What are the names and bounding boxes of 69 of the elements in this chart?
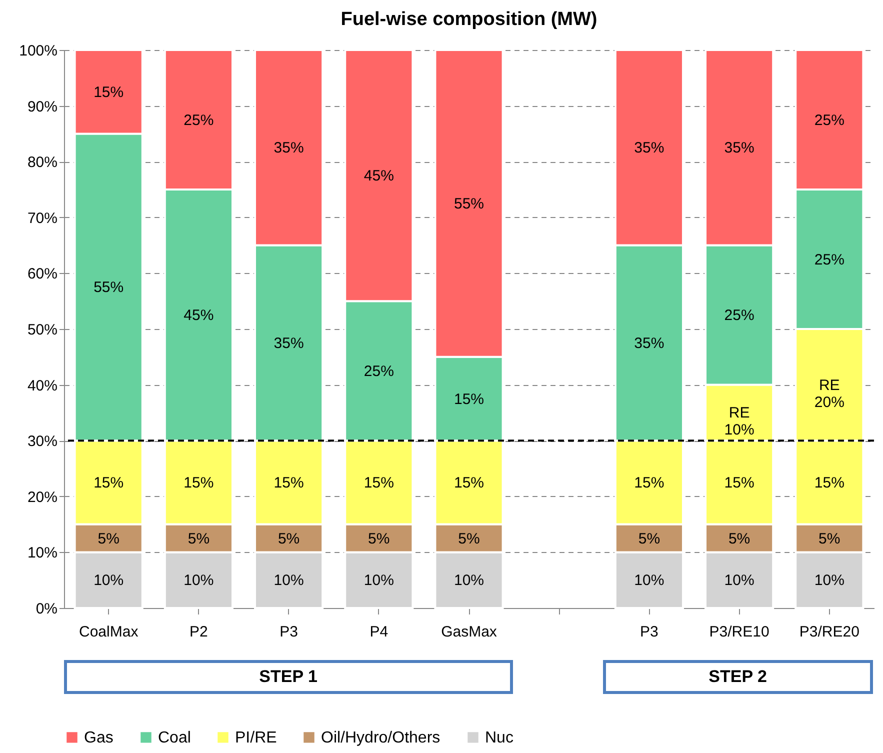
data-label: 15% — [274, 474, 304, 492]
data-label: 5% — [98, 530, 120, 548]
data-label: 10% — [454, 572, 484, 590]
x-tick-label: P3 — [640, 624, 658, 640]
data-label: 55% — [94, 279, 124, 296]
x-tick-label: CoalMax — [79, 624, 139, 640]
data-label: 35% — [274, 334, 304, 352]
x-tick-label: GasMax — [441, 624, 498, 640]
data-label: 15% — [184, 474, 214, 492]
chart-title: Fuel-wise composition (MW) — [340, 9, 598, 30]
y-tick-label: 80% — [27, 154, 58, 172]
data-label: 10% — [274, 572, 304, 590]
data-label: 35% — [724, 140, 754, 157]
data-label: RE 10% — [724, 404, 754, 439]
data-label: 5% — [818, 530, 840, 548]
data-label: 15% — [454, 390, 484, 408]
y-tick-label: 40% — [27, 377, 58, 394]
y-tick-label: 30% — [27, 433, 58, 450]
data-label: 10% — [364, 572, 394, 590]
data-label: 5% — [728, 530, 750, 548]
y-tick-label: 0% — [36, 600, 58, 618]
data-label: 25% — [814, 112, 844, 129]
legend-label: Oil/Hydro/Others — [321, 729, 440, 746]
legend-label: Coal — [158, 729, 191, 746]
legend-label: Nuc — [485, 729, 514, 746]
data-label: 10% — [94, 572, 124, 590]
data-label: 45% — [364, 168, 394, 185]
data-label: 55% — [454, 195, 484, 212]
data-label: 10% — [724, 572, 754, 590]
y-tick-label: 20% — [27, 488, 58, 506]
data-label: 35% — [274, 140, 304, 157]
data-label: 25% — [184, 112, 214, 129]
data-label: 35% — [634, 140, 664, 157]
y-tick-label: 100% — [19, 42, 58, 60]
y-tick-label: 10% — [27, 544, 58, 562]
x-tick-label: P4 — [370, 624, 388, 640]
y-tick-label: 90% — [27, 98, 58, 116]
data-label: 5% — [458, 530, 480, 548]
data-label: 25% — [814, 251, 844, 268]
data-label: 15% — [814, 474, 844, 492]
legend-label: PI/RE — [235, 729, 277, 746]
x-tick-label: P2 — [190, 624, 208, 640]
data-label: RE 20% — [814, 376, 844, 411]
x-tick-label: P3/RE20 — [799, 624, 860, 640]
data-label: 35% — [634, 334, 664, 352]
data-label: 5% — [188, 530, 210, 548]
step-outline: STEP 1 — [64, 660, 514, 694]
data-label: 15% — [94, 474, 124, 492]
data-label: 15% — [724, 474, 754, 492]
data-label: 5% — [368, 530, 390, 548]
legend-label: Gas — [84, 729, 114, 746]
data-label: 5% — [638, 530, 660, 548]
data-label: 25% — [364, 362, 394, 380]
y-tick-label: 60% — [27, 266, 58, 283]
data-label: 10% — [634, 572, 664, 590]
y-tick-label: 70% — [27, 210, 58, 227]
y-tick-label: 50% — [27, 322, 58, 338]
data-label: 15% — [454, 474, 484, 492]
step-outline: STEP 2 — [602, 660, 873, 694]
x-tick-label: P3/RE10 — [709, 624, 770, 640]
data-label: 15% — [634, 474, 664, 492]
data-label: 15% — [364, 474, 394, 492]
data-label: 45% — [184, 307, 214, 324]
x-tick-label: P3 — [280, 624, 298, 640]
data-label: 15% — [94, 84, 124, 101]
data-label: 10% — [814, 572, 844, 590]
data-label: 10% — [184, 572, 214, 590]
data-label: 5% — [278, 530, 300, 548]
data-label: 25% — [724, 307, 754, 324]
